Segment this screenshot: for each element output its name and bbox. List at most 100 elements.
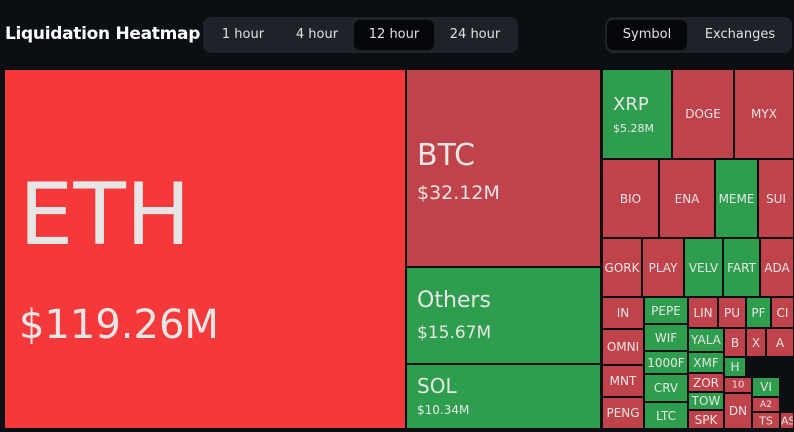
tile-label: SOL xyxy=(417,374,457,398)
tab-active[interactable]: Symbol xyxy=(607,20,687,50)
tile-label: SUI xyxy=(766,191,786,206)
tile-value: $10.34M xyxy=(417,403,470,417)
tile[interactable]: BTC $32.12M xyxy=(407,70,600,266)
tile[interactable]: XRP $5.28M xyxy=(603,70,671,158)
tile-label: PEPE xyxy=(651,303,681,318)
tab[interactable]: 1 hour xyxy=(221,27,265,42)
tile-label: MEME xyxy=(718,191,755,206)
tile-label: WIF xyxy=(654,330,678,345)
tile-label: ETH xyxy=(19,165,191,265)
tile[interactable]: TS xyxy=(753,413,779,428)
tile-label: XRP xyxy=(613,94,649,115)
tile[interactable]: ADA xyxy=(761,239,793,296)
tile-value: $5.28M xyxy=(613,122,654,135)
tile-label: GORK xyxy=(604,260,640,275)
tile-label: Others xyxy=(417,288,491,313)
tile[interactable]: VELV xyxy=(685,239,722,296)
tile[interactable]: A2 xyxy=(753,398,779,411)
tile-label: CRV xyxy=(653,381,679,395)
tile-label: TS xyxy=(759,414,773,427)
tile-label: BIO xyxy=(619,191,642,206)
tile-label: PENG xyxy=(606,406,640,420)
tile[interactable]: DOGE xyxy=(673,70,733,158)
tile[interactable]: CI xyxy=(772,298,793,327)
tile[interactable]: SOL $10.34M xyxy=(407,365,600,428)
tile[interactable]: ZOR xyxy=(689,374,723,391)
tile-label: DN xyxy=(728,404,748,418)
tab[interactable]: Exchanges xyxy=(704,27,776,42)
tile-label: 10 xyxy=(731,379,745,391)
tile[interactable]: PEPE xyxy=(645,298,687,323)
tile-label: FART xyxy=(727,260,756,275)
tile[interactable]: 1000F xyxy=(645,352,687,373)
tile[interactable]: MEME xyxy=(716,160,757,237)
tile-label: 1000F xyxy=(647,355,685,370)
tile[interactable]: ENA xyxy=(660,160,714,237)
tile-label: VELV xyxy=(688,260,719,275)
tile-label: IN xyxy=(616,306,630,320)
tile-label: A2 xyxy=(760,399,772,410)
tile[interactable]: YALA xyxy=(689,329,723,351)
tile[interactable]: TOW xyxy=(689,393,723,409)
tile-label: TOW xyxy=(691,394,721,408)
tile[interactable]: Others $15.67M xyxy=(407,268,600,363)
tile-value: $119.26M xyxy=(19,302,219,348)
tile-label: AS xyxy=(781,414,793,427)
tile[interactable]: DN xyxy=(725,394,751,428)
tile[interactable]: XMF xyxy=(689,353,723,372)
tile[interactable]: A xyxy=(767,329,793,356)
tile[interactable]: PF xyxy=(747,298,770,327)
tab-active[interactable]: 12 hour xyxy=(354,20,434,50)
view-tabs: Symbol Exchanges xyxy=(605,17,792,53)
tile[interactable]: VI xyxy=(753,378,779,396)
tile[interactable]: 10 xyxy=(725,378,751,392)
tile[interactable]: PENG xyxy=(603,398,643,428)
tile[interactable]: FART xyxy=(724,239,759,296)
tile[interactable]: IN xyxy=(603,298,643,328)
tile-label: SPK xyxy=(694,412,718,427)
tile[interactable]: AS xyxy=(781,413,793,428)
tab[interactable]: 4 hour xyxy=(295,27,339,42)
tile-label: PF xyxy=(751,305,766,320)
tile[interactable]: LTC xyxy=(645,403,687,428)
tile-label: YALA xyxy=(691,333,721,347)
tile[interactable]: ETH $119.26M xyxy=(5,70,405,428)
tile-label: MYX xyxy=(751,107,777,121)
tile[interactable]: CRV xyxy=(645,375,687,401)
tile[interactable]: MNT xyxy=(603,366,643,396)
tile[interactable]: LIN xyxy=(689,298,717,327)
tile-label: A xyxy=(775,335,785,350)
tile-label: H xyxy=(730,360,740,374)
tile-label: ZOR xyxy=(692,375,719,390)
tile[interactable]: PLAY xyxy=(643,239,683,296)
tile[interactable]: PU xyxy=(719,298,745,327)
tile-label: LIN xyxy=(693,305,713,320)
tile-label: VI xyxy=(760,380,772,394)
tile-label: PU xyxy=(723,305,741,320)
tile[interactable]: H xyxy=(725,358,745,376)
tile[interactable]: X xyxy=(747,329,765,356)
tile-label: B xyxy=(730,335,740,350)
tile-label: CI xyxy=(776,305,789,320)
tile-label: DOGE xyxy=(685,107,721,121)
tile[interactable]: GORK xyxy=(603,239,641,296)
tile[interactable]: SPK xyxy=(689,411,723,428)
tile[interactable]: SUI xyxy=(759,160,793,237)
tile[interactable]: OMNI xyxy=(603,330,643,364)
tile-label: XMF xyxy=(693,355,719,370)
page-title: Liquidation Heatmap xyxy=(5,24,201,44)
tile-label: PLAY xyxy=(648,260,678,275)
tile-label: ADA xyxy=(764,260,790,275)
tab[interactable]: 24 hour xyxy=(449,27,501,42)
tile[interactable]: BIO xyxy=(603,160,658,237)
tile[interactable]: B xyxy=(725,329,745,356)
tile[interactable]: MYX xyxy=(735,70,793,158)
tile-label: BTC xyxy=(417,138,476,173)
tile[interactable]: WIF xyxy=(645,325,687,350)
tile-label: OMNI xyxy=(606,340,640,354)
tile-label: MNT xyxy=(609,374,637,388)
tile-label: X xyxy=(751,335,761,350)
tile-value: $15.67M xyxy=(417,323,492,343)
time-tabs: 1 hour 4 hour 12 hour 24 hour xyxy=(203,17,518,53)
